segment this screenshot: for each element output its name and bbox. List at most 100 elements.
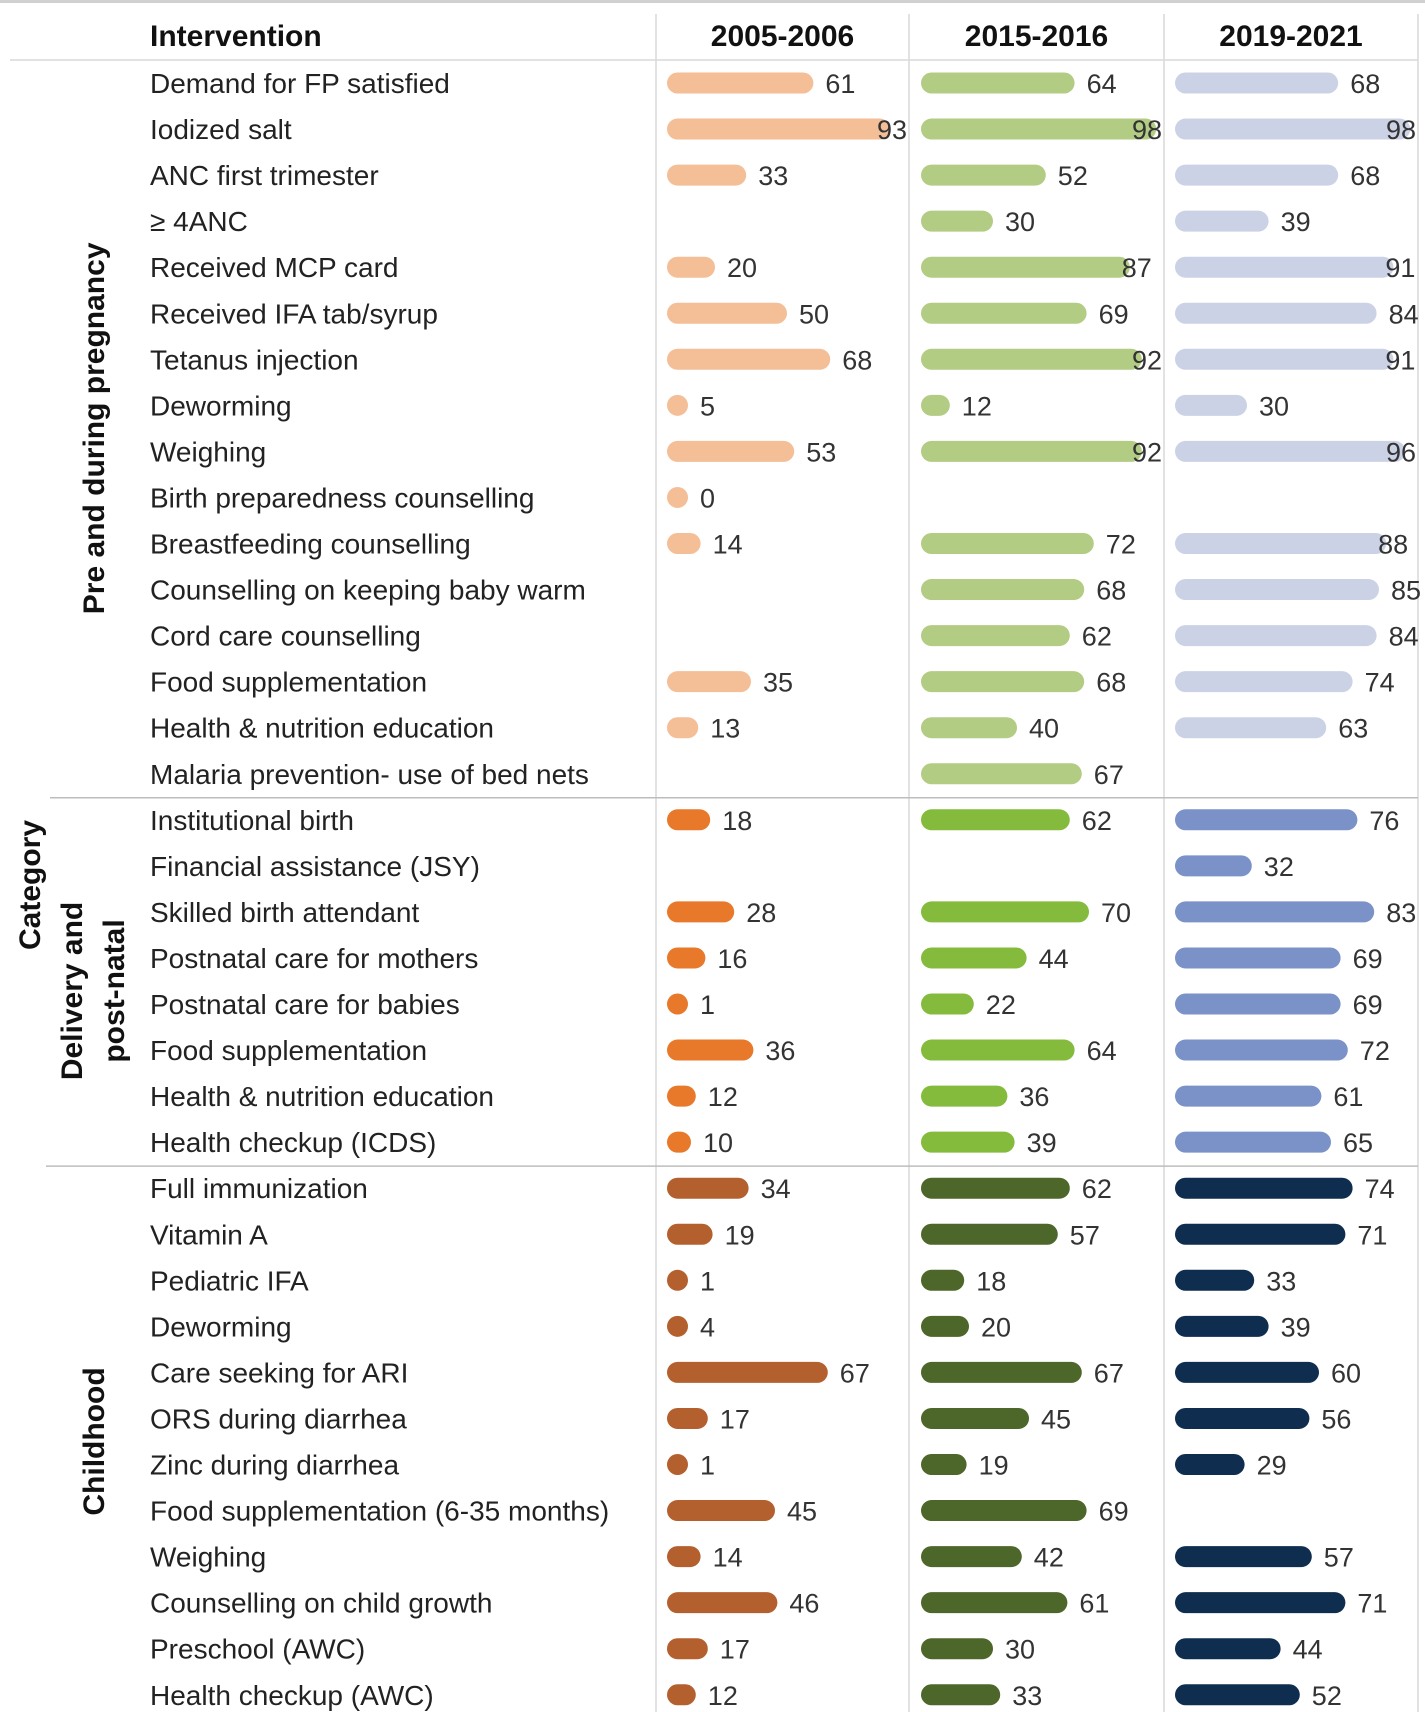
bar-2005-2006: [667, 1269, 688, 1291]
bar-value-label: 10: [703, 1128, 733, 1158]
bar-value-label: 50: [799, 299, 829, 329]
bar-2005-2006: [667, 1223, 713, 1245]
bar-2015-2016: [921, 579, 1085, 601]
bar-value-label: 67: [1094, 760, 1124, 790]
bar-2015-2016: [921, 1638, 993, 1660]
bar-2005-2006: [667, 256, 715, 278]
bar-value-label: 1: [700, 990, 715, 1020]
bar-value-label: 72: [1360, 1036, 1390, 1066]
bar-2019-2021: [1175, 210, 1269, 232]
bar-value-label: 56: [1321, 1404, 1351, 1434]
bar-2005-2006: [667, 1546, 701, 1568]
bar-2019-2021: [1175, 947, 1341, 969]
bar-value-label: 68: [1096, 576, 1126, 606]
bar-2015-2016: [921, 1315, 969, 1337]
bar-2015-2016: [921, 1454, 967, 1475]
bar-value-label: 30: [1259, 391, 1289, 421]
bar-value-label: 44: [1039, 944, 1069, 974]
bar-value-label: 83: [1386, 898, 1416, 928]
bar-value-label: 62: [1082, 622, 1112, 652]
bar-2019-2021: [1175, 671, 1353, 693]
bar-2005-2006: [667, 671, 751, 693]
row-label: ≥ 4ANC: [150, 206, 248, 237]
row-label: Vitamin A: [150, 1219, 268, 1250]
bar-2015-2016: [921, 717, 1017, 739]
bar-2005-2006: [667, 947, 706, 969]
bar-2015-2016: [921, 947, 1027, 969]
bar-value-label: 17: [720, 1635, 750, 1665]
bar-2019-2021: [1175, 809, 1358, 831]
bar-2005-2006: [667, 348, 831, 370]
bar-2019-2021: [1175, 993, 1341, 1015]
bar-2015-2016: [921, 1500, 1087, 1522]
bar-2015-2016: [921, 1592, 1068, 1614]
bar-2005-2006: [667, 1131, 691, 1153]
bar-2005-2006: [667, 1638, 708, 1660]
row-label: Food supplementation: [150, 1035, 427, 1066]
bar-value-label: 45: [787, 1497, 817, 1527]
bar-2019-2021: [1175, 348, 1394, 370]
bar-value-label: 57: [1070, 1220, 1100, 1250]
bar-2015-2016: [921, 809, 1070, 831]
bar-2019-2021: [1175, 72, 1339, 94]
row-label: Tetanus injection: [150, 344, 359, 375]
row-label: Health & nutrition education: [150, 713, 494, 744]
row-label: Food supplementation: [150, 667, 427, 698]
bar-value-label: 67: [1094, 1358, 1124, 1388]
bar-2015-2016: [921, 1269, 965, 1291]
bar-value-label: 33: [1012, 1681, 1042, 1711]
bar-value-label: 39: [1027, 1128, 1057, 1158]
bar-2015-2016: [921, 440, 1142, 462]
row-label: Health & nutrition education: [150, 1081, 494, 1112]
bar-value-label: 69: [1099, 299, 1129, 329]
bar-value-label: 18: [976, 1266, 1006, 1296]
bar-value-label: 67: [840, 1358, 870, 1388]
group-title: Delivery and: [56, 902, 89, 1080]
bar-value-label: 70: [1101, 898, 1131, 928]
bar-value-label: 14: [713, 1543, 743, 1573]
bar-2015-2016: [921, 1223, 1058, 1245]
bar-value-label: 91: [1385, 345, 1415, 375]
row-label: Food supplementation (6-35 months): [150, 1496, 609, 1527]
bar-value-label: 72: [1106, 530, 1136, 560]
row-label: Skilled birth attendant: [150, 897, 420, 928]
bar-2015-2016: [921, 1361, 1082, 1383]
row-label: ORS during diarrhea: [150, 1403, 407, 1434]
bar-value-label: 61: [1333, 1082, 1363, 1112]
bar-2019-2021: [1175, 256, 1394, 278]
bar-value-label: 60: [1331, 1358, 1361, 1388]
bar-value-label: 36: [1019, 1082, 1049, 1112]
group-title: post-natal: [98, 919, 131, 1062]
bar-value-label: 40: [1029, 714, 1059, 744]
bar-value-label: 18: [722, 806, 752, 836]
bar-2019-2021: [1175, 164, 1339, 186]
bar-value-label: 57: [1324, 1543, 1354, 1573]
bar-value-label: 74: [1365, 668, 1395, 698]
bar-value-label: 32: [1264, 852, 1294, 882]
row-label: Demand for FP satisfied: [150, 68, 450, 99]
bar-value-label: 30: [1005, 1635, 1035, 1665]
row-label: Birth preparedness counselling: [150, 482, 534, 513]
bar-2019-2021: [1175, 440, 1406, 462]
bar-value-label: 68: [1350, 161, 1380, 191]
bar-2015-2016: [921, 72, 1075, 94]
bar-2019-2021: [1175, 302, 1377, 324]
bar-2015-2016: [921, 164, 1046, 186]
bar-2005-2006: [667, 1592, 778, 1614]
bar-2015-2016: [921, 901, 1089, 923]
bar-value-label: 98: [1386, 115, 1416, 145]
bar-2019-2021: [1175, 579, 1379, 601]
bar-2019-2021: [1175, 1315, 1269, 1337]
bar-2015-2016: [921, 1039, 1075, 1061]
intervention-header: Intervention: [150, 20, 322, 53]
bar-2005-2006: [667, 1039, 754, 1061]
bar-2005-2006: [667, 1177, 749, 1199]
bar-value-label: 71: [1357, 1220, 1387, 1250]
bar-2019-2021: [1175, 1223, 1346, 1245]
row-label: Full immunization: [150, 1173, 368, 1204]
bar-value-label: 39: [1281, 207, 1311, 237]
bar-2015-2016: [921, 394, 950, 416]
bar-2015-2016: [921, 302, 1087, 324]
row-label: Care seeking for ARI: [150, 1357, 408, 1388]
